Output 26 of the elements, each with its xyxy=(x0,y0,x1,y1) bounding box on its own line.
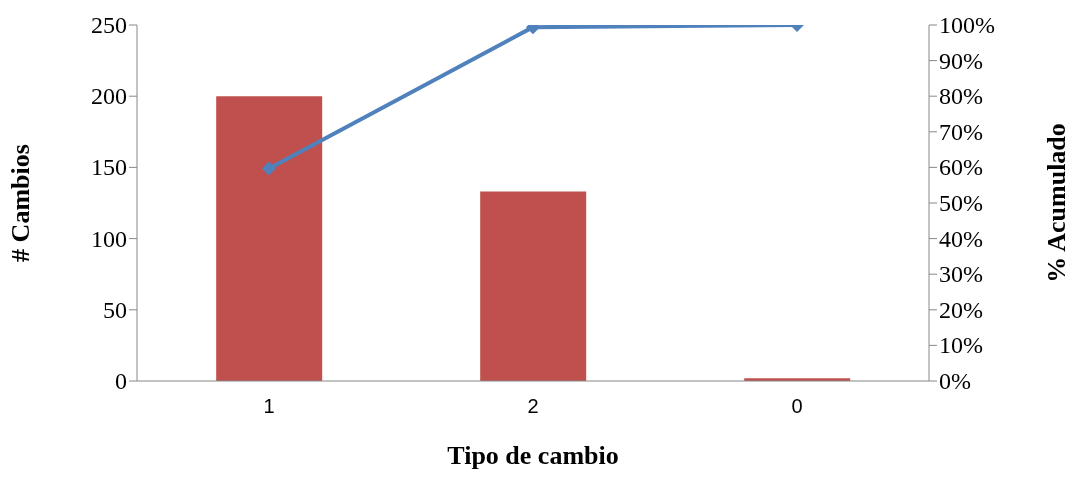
bar xyxy=(216,96,323,381)
y2-tick-label: 20% xyxy=(939,296,983,323)
x-tick-label: 2 xyxy=(527,395,539,418)
y-tick-label: 150 xyxy=(91,154,127,181)
y2-tick-label: 50% xyxy=(939,190,983,216)
bar xyxy=(480,191,587,381)
x-tick-label: 0 xyxy=(791,395,803,418)
y2-tick-label: 90% xyxy=(939,47,983,74)
y2-tick-label: 60% xyxy=(939,154,983,181)
y-tick-label: 100 xyxy=(91,225,127,252)
y2-tick-label: 80% xyxy=(939,83,983,110)
y2-tick-label: 10% xyxy=(939,332,983,359)
point xyxy=(262,161,276,176)
x-axis-title: Tipo de cambio xyxy=(447,441,619,470)
y2-tick-label: 30% xyxy=(939,261,983,288)
y-axis-title: # Cambios xyxy=(6,144,36,262)
y-tick-label: 0 xyxy=(115,368,127,394)
y2-tick-label: 100% xyxy=(939,12,995,38)
y-tick-label: 250 xyxy=(91,12,127,38)
y-tick-label: 200 xyxy=(91,83,127,110)
x-tick-label: 1 xyxy=(263,395,275,418)
y2-axis-title: % Acumulado xyxy=(1042,123,1072,283)
y2-tick-label: 40% xyxy=(939,225,983,252)
y2-tick-label: 70% xyxy=(939,118,983,145)
y-tick-label: 50 xyxy=(103,296,127,323)
y2-tick-label: 0% xyxy=(939,368,971,394)
